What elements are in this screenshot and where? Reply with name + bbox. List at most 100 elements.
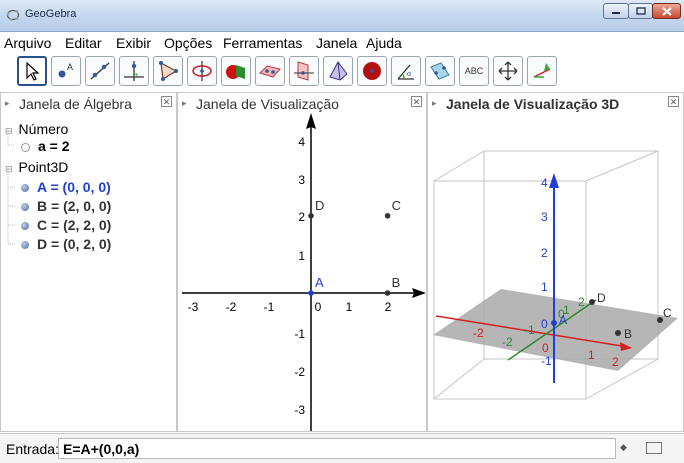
menu-arquivo[interactable]: Arquivo (4, 35, 52, 51)
plane-through-points-tool-button[interactable] (289, 56, 319, 86)
hidden-object-icon[interactable] (21, 142, 30, 152)
y-tick-label: -1 (524, 323, 535, 337)
algebra-tree-lines (7, 134, 15, 245)
visible-object-icon[interactable] (21, 222, 29, 231)
input-field[interactable]: E=A+(0,0,a) (58, 438, 616, 459)
menu-ferramentas[interactable]: Ferramentas (223, 35, 303, 51)
line-tool-button[interactable] (85, 56, 115, 86)
y-tick-label: 1 (298, 249, 305, 263)
graphics-view-header: ▸ Janela de Visualização ✕ (178, 93, 426, 115)
collapse-triangle-icon[interactable]: ▸ (182, 98, 187, 108)
x-tick-label: 2 (385, 300, 392, 314)
close-button[interactable] (652, 3, 681, 19)
point-label-3d: C (663, 306, 672, 320)
algebra-item-text: a = 2 (38, 138, 70, 154)
geogebra-logo-icon (6, 9, 20, 21)
close-view-icon[interactable]: ✕ (668, 96, 679, 107)
collapse-square-icon[interactable]: ⊟ (5, 164, 13, 174)
menu-ajuda[interactable]: Ajuda (366, 35, 402, 51)
algebra-item-A[interactable]: A = (0, 0, 0) (21, 179, 111, 195)
algebra-item-a[interactable]: a = 2 (21, 138, 70, 154)
circle-tool-button[interactable] (187, 56, 217, 86)
sphere-tool-button[interactable] (357, 56, 387, 86)
origin-label: 0 (541, 317, 548, 331)
polygon-icon (159, 61, 178, 81)
move-arrows-icon (498, 61, 518, 81)
point-B-3d[interactable] (615, 330, 621, 336)
plane-tool-button[interactable] (255, 56, 285, 86)
point-tool-button[interactable]: A (51, 56, 81, 86)
y-tick-label: 2 (578, 295, 585, 309)
perpendicular-tool-button[interactable] (119, 56, 149, 86)
point-A[interactable] (308, 290, 314, 296)
text-tool-label: ABC (464, 66, 484, 76)
x-tick-label: 2 (612, 355, 619, 369)
point-icon: A (58, 62, 73, 78)
collapse-triangle-icon[interactable]: ▸ (5, 98, 10, 108)
circle-axis-icon (192, 61, 212, 81)
graphics-view: ▸ Janela de Visualização ✕ -3 -2 -1 0 1 … (177, 92, 427, 432)
polygon-tool-button[interactable] (153, 56, 183, 86)
intersect-solids-icon (226, 65, 245, 79)
toolbar: A α ABC ? (0, 54, 684, 142)
perpendicular-plane-icon (294, 61, 314, 81)
maximize-icon (635, 7, 646, 15)
menu-editar[interactable]: Editar (65, 35, 102, 51)
point-label-3d: B (624, 327, 632, 341)
graphics-canvas[interactable]: -3 -2 -1 0 1 2 4 3 2 1 -1 -2 -3 A B C D (178, 93, 427, 432)
menu-opcoes[interactable]: Opções (164, 35, 213, 51)
y-axis-arrow (306, 113, 316, 129)
point-D[interactable] (308, 213, 314, 219)
point-A-3d[interactable] (551, 320, 557, 326)
cursor-arrow-icon (26, 61, 40, 81)
virtual-keyboard-icon[interactable] (646, 442, 662, 454)
minimize-button[interactable] (603, 3, 629, 19)
point-D-3d[interactable] (589, 299, 595, 305)
visible-object-icon[interactable] (21, 203, 29, 212)
graphics-3d-canvas[interactable]: 4 3 2 1 -1 -2 1 2 2 1 -1 -2 0 0 0 A B C … (428, 93, 684, 432)
close-view-icon[interactable]: ✕ (411, 96, 422, 107)
algebra-item-B[interactable]: B = (2, 0, 0) (21, 198, 111, 214)
move-graphics-tool-button[interactable] (493, 56, 523, 86)
algebra-item-C[interactable]: C = (2, 2, 0) (21, 217, 111, 233)
x-axis-3d (435, 315, 629, 348)
input-bar: Entrada: E=A+(0,0,a) ◆ (0, 433, 684, 463)
visible-object-icon[interactable] (21, 184, 29, 193)
point-C-3d[interactable] (657, 317, 663, 323)
algebra-group-numero[interactable]: ⊟ Número (5, 121, 68, 137)
point-C[interactable] (384, 213, 391, 219)
input-history-arrows-icon[interactable]: ◆ (620, 442, 627, 452)
text-tool-button[interactable]: ABC (459, 56, 489, 86)
move-tool-button[interactable] (17, 56, 47, 86)
x-tick-label: 1 (346, 300, 353, 314)
algebra-group-point3d[interactable]: ⊟ Point3D (5, 159, 68, 175)
algebra-item-text: B = (2, 0, 0) (37, 198, 112, 214)
z-axis-3d-arrow (549, 173, 559, 188)
menu-bar: Arquivo Editar Exibir Opções Ferramentas… (0, 32, 684, 54)
point-label: D (315, 198, 324, 213)
point-label: C (392, 198, 401, 213)
y-axis-3d (507, 299, 597, 361)
reflect-tool-button[interactable] (425, 56, 455, 86)
sphere-icon (363, 62, 381, 80)
pyramid-tool-button[interactable] (323, 56, 353, 86)
graphics-view-title: Janela de Visualização (196, 96, 339, 112)
point-label-3d: A (559, 313, 567, 327)
x-tick-label: -3 (188, 300, 199, 314)
input-label: Entrada: (6, 441, 59, 457)
collapse-triangle-icon[interactable]: ▸ (432, 98, 437, 108)
intersect-solids-tool-button[interactable] (221, 56, 251, 86)
collapse-square-icon[interactable]: ⊟ (5, 126, 13, 136)
menu-janela[interactable]: Janela (316, 35, 358, 51)
svg-text:A: A (67, 62, 73, 72)
maximize-button[interactable] (628, 3, 653, 19)
y-tick-label: 3 (298, 173, 305, 187)
close-view-icon[interactable]: ✕ (161, 96, 172, 107)
rotate-view-tool-button[interactable] (527, 56, 557, 86)
menu-exibir[interactable]: Exibir (116, 35, 152, 51)
visible-object-icon[interactable] (21, 241, 29, 250)
point-B[interactable] (384, 290, 391, 296)
algebra-item-D[interactable]: D = (0, 2, 0) (21, 236, 111, 252)
angle-tool-button[interactable]: α (391, 56, 421, 86)
graphics-3d-view: ▸ Janela de Visualização 3D ✕ 4 3 2 1 -1… (427, 92, 684, 432)
